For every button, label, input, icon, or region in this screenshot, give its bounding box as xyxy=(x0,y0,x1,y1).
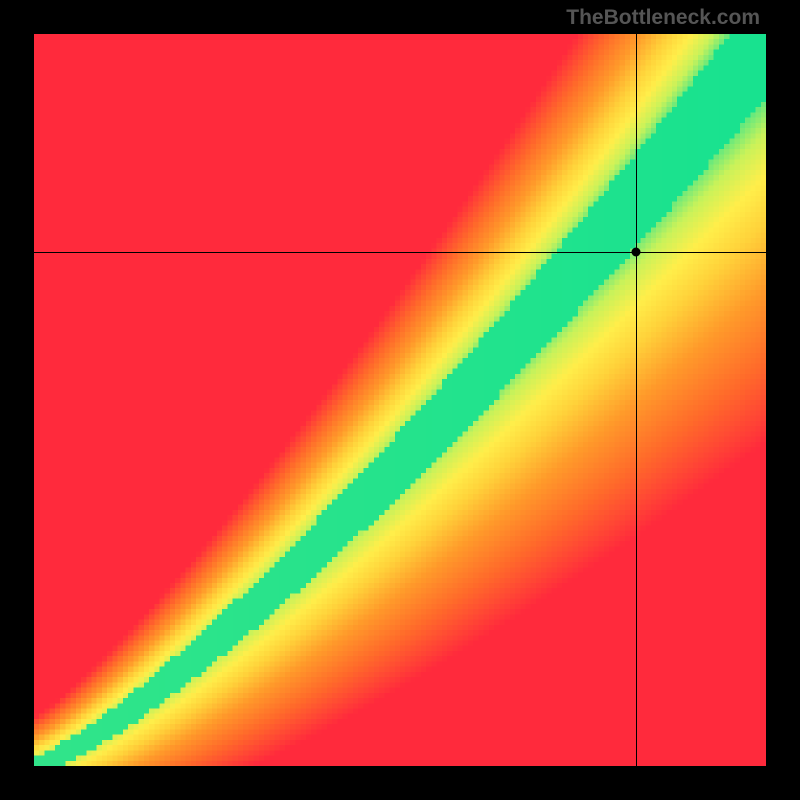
crosshair-horizontal xyxy=(34,252,766,253)
crosshair-vertical xyxy=(636,34,637,766)
watermark-text: TheBottleneck.com xyxy=(566,6,760,30)
bottleneck-heatmap xyxy=(34,34,766,766)
plot-area xyxy=(34,34,766,766)
marker-point xyxy=(631,248,640,257)
chart-container: TheBottleneck.com xyxy=(0,0,800,800)
